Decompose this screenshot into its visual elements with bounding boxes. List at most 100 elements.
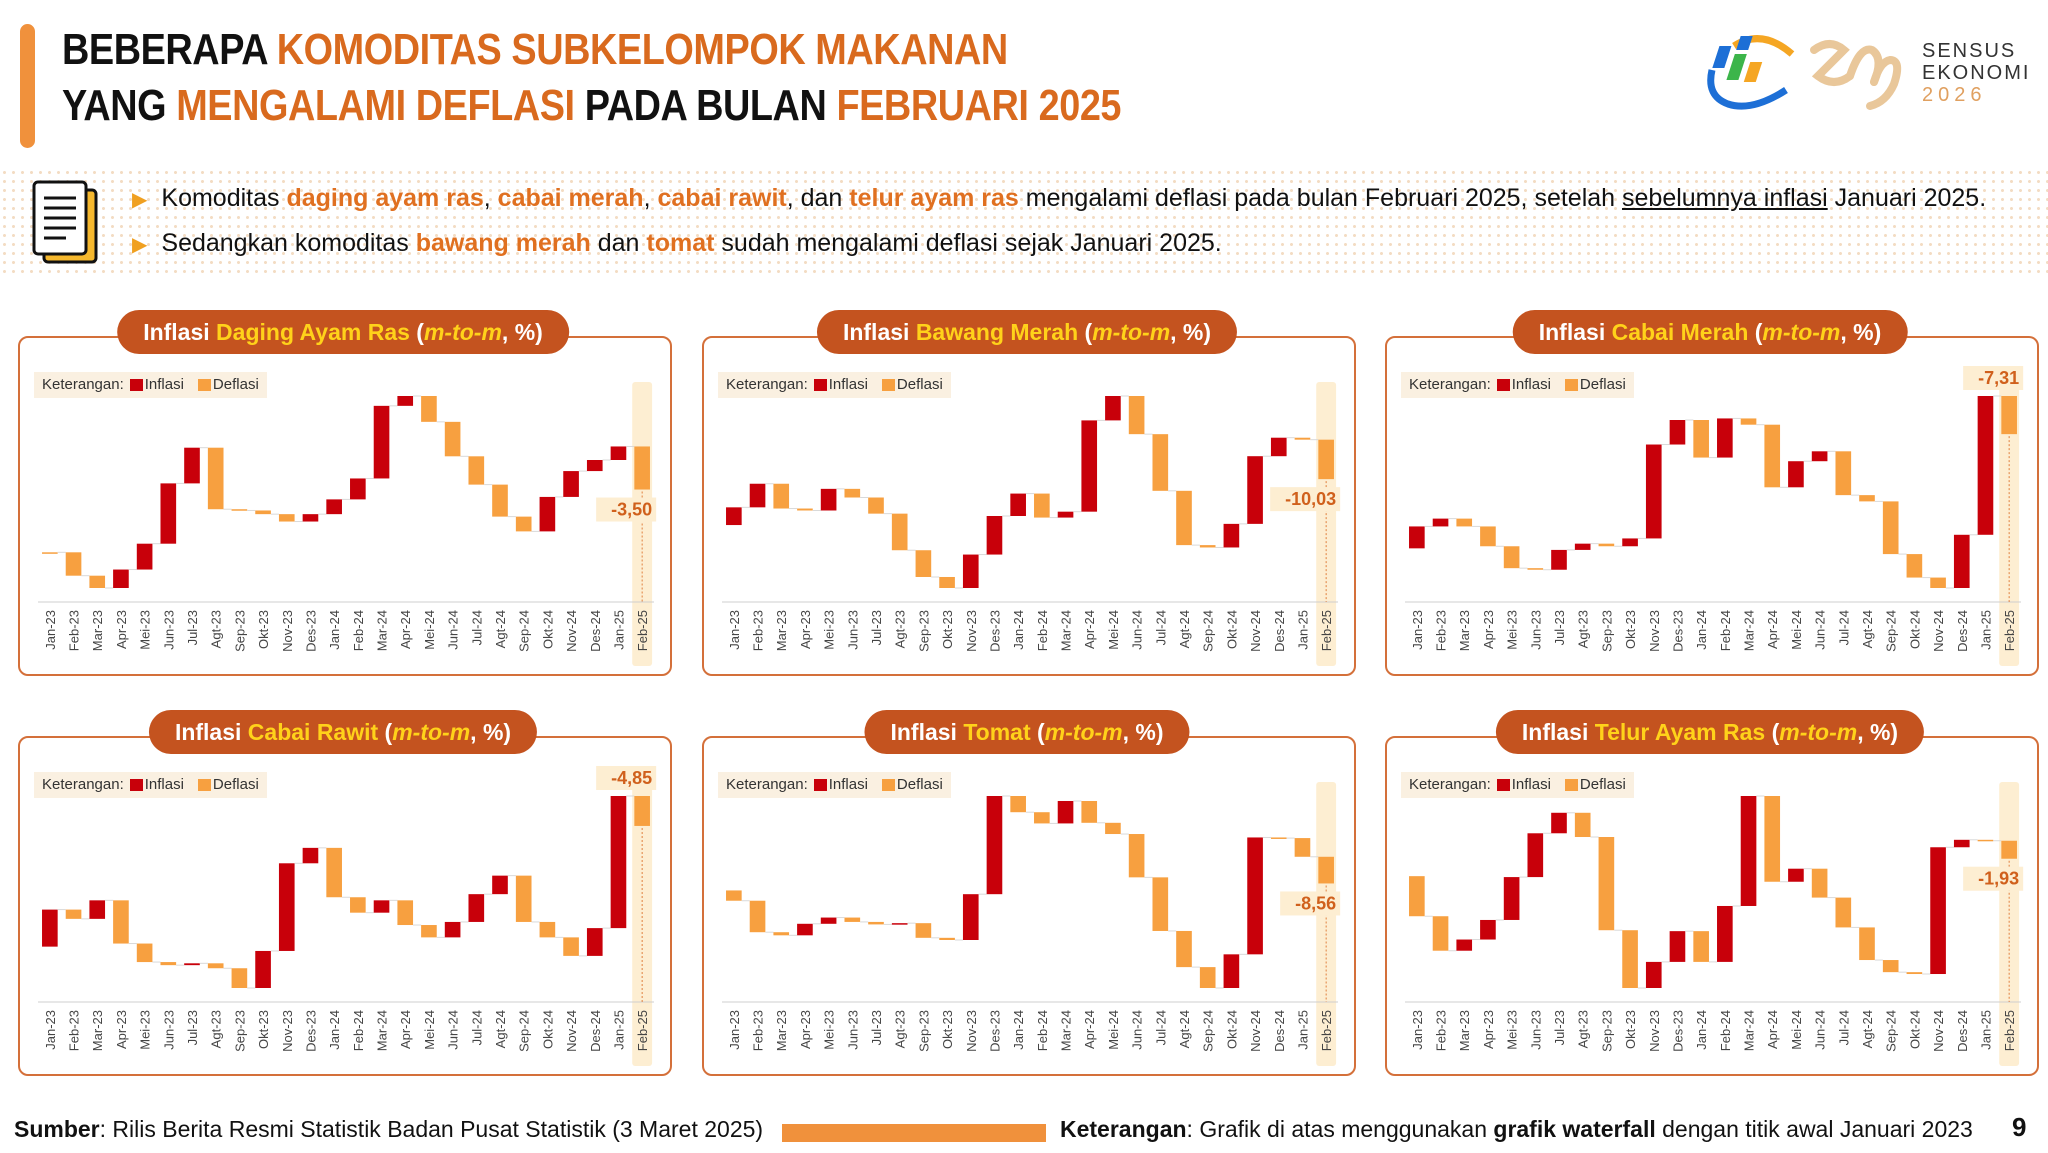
x-tick-label: Jul-24 bbox=[1836, 1010, 1851, 1045]
legend-label: Keterangan: bbox=[1409, 376, 1491, 393]
bar-deflasi bbox=[207, 963, 224, 969]
bar-inflasi bbox=[586, 460, 603, 472]
x-tick-label: Jun-24 bbox=[1813, 610, 1828, 650]
bar-inflasi bbox=[1057, 800, 1074, 824]
bar-deflasi bbox=[1906, 554, 1923, 578]
x-tick-label: Jun-24 bbox=[446, 1010, 461, 1050]
x-tick-label: Mei-23 bbox=[1505, 1010, 1520, 1050]
bps-logo-icon bbox=[1707, 35, 1902, 110]
footer-source: Sumber: Rilis Berita Resmi Statistik Bad… bbox=[14, 1116, 764, 1142]
chart-title-5: Inflasi Tomat (m-to-m, %) bbox=[864, 710, 1190, 754]
bar-inflasi bbox=[726, 507, 742, 526]
chart-legend: Keterangan: Inflasi Deflasi bbox=[34, 372, 267, 398]
x-tick-label: Sep-24 bbox=[1201, 610, 1216, 652]
x-tick-label: Jan-24 bbox=[327, 610, 342, 650]
x-tick-label: Feb-25 bbox=[2002, 610, 2017, 651]
x-tick-label: Des-24 bbox=[1272, 610, 1287, 652]
legend-inflasi-swatch bbox=[813, 779, 827, 792]
bar-deflasi bbox=[444, 421, 461, 457]
bar-deflasi bbox=[421, 396, 437, 422]
bar-deflasi bbox=[1574, 812, 1591, 838]
chart-panel-5: Keterangan: Inflasi Deflasi Jan-23 Feb-23 Mar… bbox=[702, 736, 1356, 1076]
bar-inflasi bbox=[1057, 511, 1074, 518]
bar-inflasi bbox=[1717, 905, 1733, 962]
x-tick-label: Jul-24 bbox=[469, 1010, 484, 1045]
bar-deflasi bbox=[113, 900, 129, 944]
bar-inflasi bbox=[797, 923, 813, 936]
bar-deflasi bbox=[397, 900, 414, 926]
bar-inflasi bbox=[350, 478, 366, 500]
bar-inflasi bbox=[1740, 796, 1757, 906]
x-tick-label: Okt-23 bbox=[1623, 1010, 1638, 1049]
feb25-highlight bbox=[1316, 782, 1337, 1066]
x-tick-label: Nov-24 bbox=[564, 610, 579, 652]
x-tick-label: Okt-23 bbox=[256, 610, 271, 649]
x-tick-label: Sep-23 bbox=[916, 1010, 931, 1052]
bar-inflasi bbox=[113, 569, 129, 588]
bar-inflasi bbox=[820, 488, 837, 511]
x-tick-label: Apr-24 bbox=[398, 610, 413, 649]
bar-deflasi bbox=[1503, 546, 1520, 569]
x-tick-label: Mar-24 bbox=[1742, 1010, 1757, 1051]
x-tick-label: Apr-24 bbox=[398, 1010, 413, 1049]
x-tick-label: Okt-24 bbox=[540, 1010, 555, 1049]
bar-inflasi bbox=[749, 483, 766, 508]
x-tick-label: Nov-24 bbox=[1248, 1010, 1263, 1052]
legend-deflasi-swatch bbox=[1564, 379, 1578, 392]
bar-deflasi bbox=[1199, 545, 1216, 548]
x-tick-label: Apr-23 bbox=[114, 1010, 129, 1049]
bar-deflasi bbox=[797, 508, 813, 511]
bar-inflasi bbox=[397, 396, 414, 406]
x-tick-label: Feb-23 bbox=[67, 1010, 82, 1051]
x-tick-label: Des-23 bbox=[303, 610, 318, 652]
bar-inflasi bbox=[1645, 444, 1662, 539]
annotation-value: -10,03 bbox=[1285, 489, 1336, 509]
x-tick-label: Mar-24 bbox=[1742, 610, 1757, 651]
x-tick-label: Des-23 bbox=[987, 610, 1002, 652]
bar-inflasi bbox=[1622, 538, 1638, 547]
x-tick-label: Jul-24 bbox=[469, 610, 484, 645]
x-tick-label: Mar-23 bbox=[1457, 1010, 1472, 1051]
chart-title-2: Inflasi Bawang Merah (m-to-m, %) bbox=[816, 310, 1238, 354]
bar-deflasi bbox=[2001, 840, 2017, 859]
bar-deflasi bbox=[1034, 812, 1050, 824]
chart-panel-4: Keterangan: Inflasi Deflasi Jan-23 Feb-23 Mar… bbox=[18, 736, 672, 1076]
bar-inflasi bbox=[1270, 437, 1287, 457]
bar-inflasi bbox=[255, 950, 271, 988]
x-tick-label: Nov-23 bbox=[280, 610, 295, 652]
bar-deflasi bbox=[1811, 868, 1828, 898]
page-number: 9 bbox=[2012, 1112, 2027, 1142]
title-accent-bar bbox=[20, 24, 35, 148]
legend-deflasi-label: Deflasi bbox=[896, 376, 943, 393]
x-tick-label: Sep-24 bbox=[1884, 610, 1899, 652]
legend-inflasi-label: Inflasi bbox=[144, 376, 184, 393]
x-tick-label: Mar-23 bbox=[774, 610, 789, 651]
bar-inflasi bbox=[160, 483, 177, 544]
legend-inflasi-swatch bbox=[1496, 379, 1510, 392]
bar-inflasi bbox=[492, 875, 508, 895]
bar-deflasi bbox=[563, 937, 579, 956]
bar-deflasi bbox=[1598, 543, 1615, 547]
x-tick-label: Jul-23 bbox=[869, 610, 884, 645]
x-tick-label: Jan-25 bbox=[1295, 1010, 1310, 1050]
x-tick-label: Mei-24 bbox=[422, 610, 437, 650]
bar-deflasi bbox=[915, 550, 932, 577]
bar-deflasi bbox=[1128, 834, 1145, 878]
x-tick-label: Jul-23 bbox=[185, 610, 200, 645]
chart-legend: Keterangan: Inflasi Deflasi bbox=[718, 772, 951, 798]
bar-inflasi bbox=[1480, 919, 1496, 940]
x-tick-label: Jun-24 bbox=[1130, 1010, 1145, 1050]
x-tick-label: Jun-23 bbox=[845, 610, 860, 650]
legend-deflasi-swatch bbox=[197, 779, 211, 792]
bar-deflasi bbox=[1176, 930, 1192, 968]
x-tick-label: Sep-23 bbox=[232, 610, 247, 652]
bar-deflasi bbox=[350, 897, 366, 913]
x-tick-label: Des-23 bbox=[987, 1010, 1002, 1052]
x-tick-label: Agt-23 bbox=[893, 1010, 908, 1048]
bar-deflasi bbox=[1859, 495, 1875, 502]
bar-deflasi bbox=[844, 488, 861, 498]
legend-inflasi-swatch bbox=[129, 779, 143, 792]
bar-inflasi bbox=[89, 900, 106, 919]
bar-deflasi bbox=[915, 923, 932, 938]
document-icon bbox=[32, 180, 98, 264]
